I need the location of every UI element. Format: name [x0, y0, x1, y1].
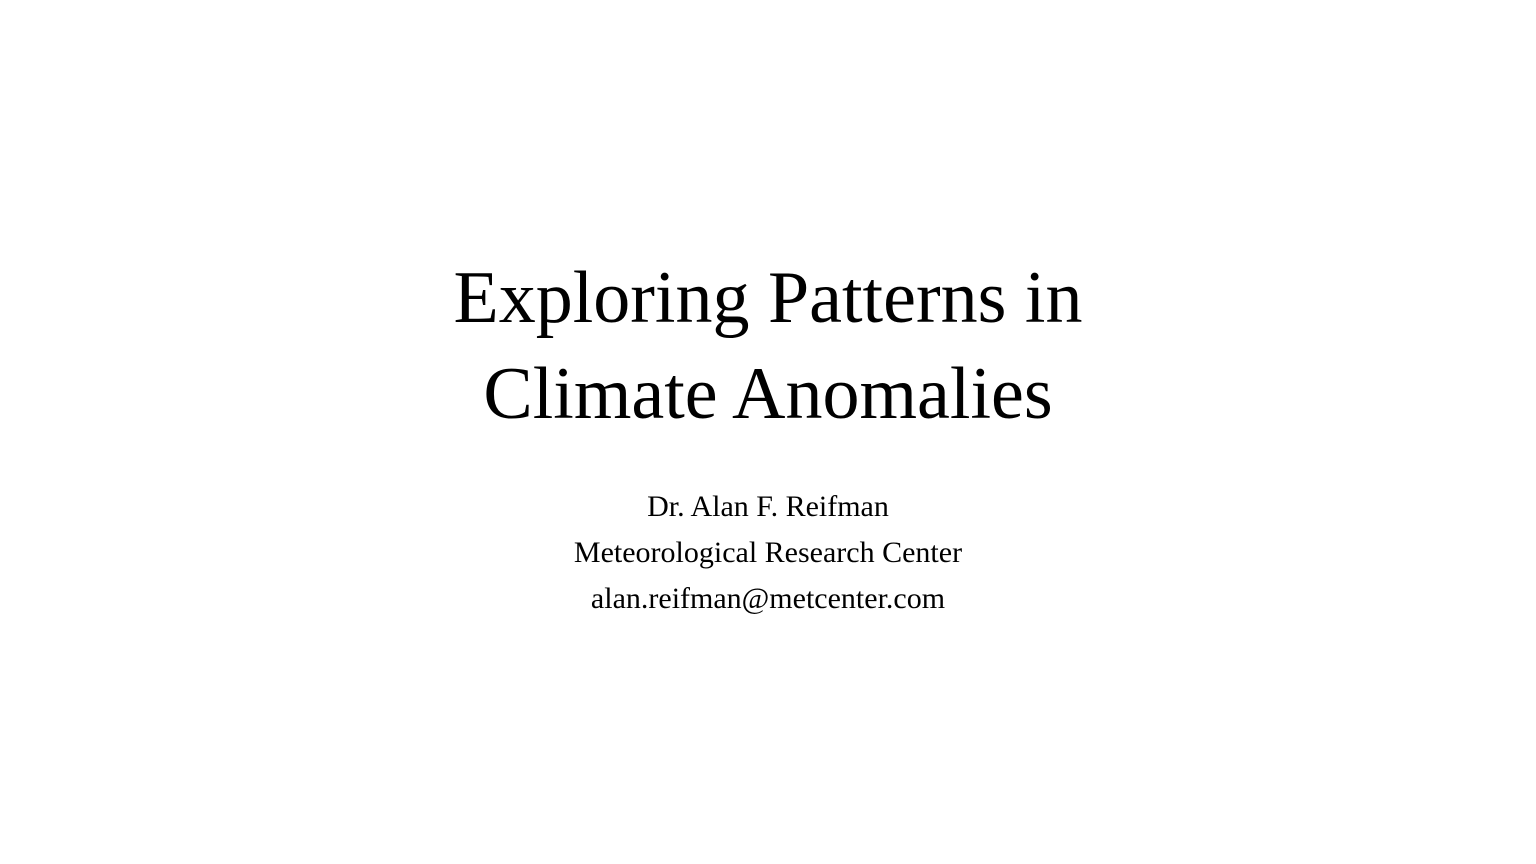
author-affiliation: Meteorological Research Center	[573, 536, 963, 569]
author-email: alan.reifman@metcenter.com	[590, 582, 946, 615]
title-line-2: Climate Anomalies	[483, 353, 1053, 435]
slide-title: Exploring Patterns in Climate Anomalies	[0, 250, 1536, 442]
author-name: Dr. Alan F. Reifman	[647, 490, 889, 523]
title-line-1: Exploring Patterns in	[453, 257, 1083, 339]
slide-subtitle: Dr. Alan F. Reifman Meteorological Resea…	[0, 484, 1536, 622]
